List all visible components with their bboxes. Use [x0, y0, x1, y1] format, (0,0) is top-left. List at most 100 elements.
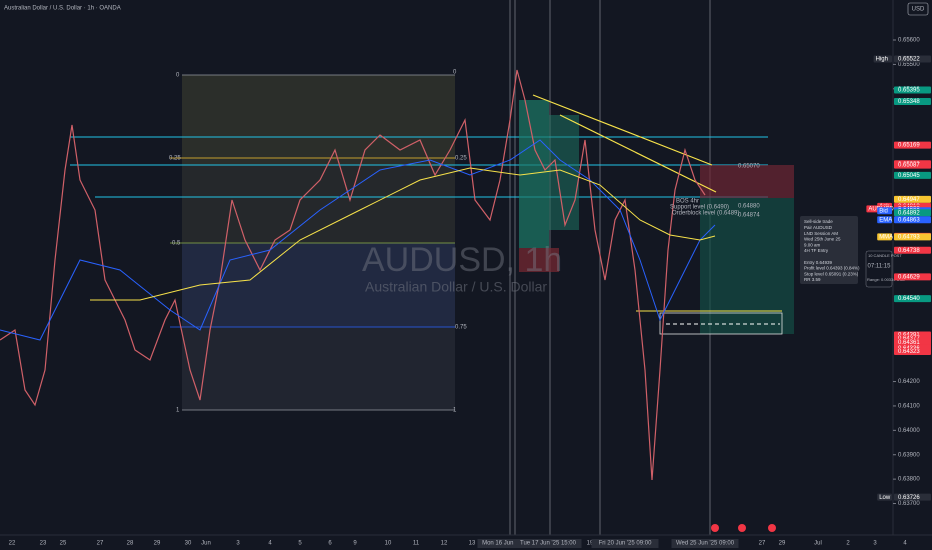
- price-tag-label: 0.65045: [898, 173, 920, 179]
- time-tick-label: 3: [873, 541, 877, 547]
- fib-label: 0.75: [455, 325, 467, 331]
- price-tick-label: 0.63700: [898, 501, 920, 507]
- price-tag-label: 0.64738: [898, 248, 920, 254]
- target-box: [659, 312, 783, 335]
- trade-note-line: Wed 25th June 25: [804, 237, 841, 242]
- price-tag: [894, 338, 931, 346]
- time-tick-label: 3: [236, 541, 240, 547]
- time-tick-label: 27: [759, 541, 766, 547]
- price-tag: [894, 348, 931, 356]
- time-tick-label: 29: [779, 541, 786, 547]
- time-highlight: [514, 539, 582, 548]
- stop-zone: [700, 165, 794, 198]
- time-tick-label: 12: [441, 541, 448, 547]
- time-tick-label: 9: [353, 541, 357, 547]
- fib-zone: [182, 75, 455, 165]
- annotation: 0.65070: [738, 164, 760, 170]
- annotation: Orderblock level (0.6489): [672, 211, 739, 217]
- time-tick-label: 19: [587, 541, 594, 547]
- currency: USD: [912, 7, 925, 13]
- time-tick-label: 5: [298, 541, 302, 547]
- price-tag-label: 0.64892: [898, 210, 920, 216]
- header-title: Australian Dollar / U.S. Dollar · 1h · O…: [4, 6, 121, 12]
- price-tag-label: 0.64323: [898, 349, 920, 355]
- side-tag-label: Bid: [879, 208, 888, 214]
- countdown-time: 07:11:15: [868, 264, 892, 270]
- countdown-title: 10 CANDLE POST: [868, 253, 902, 258]
- trendline: [559, 114, 717, 193]
- time-tick-label: Jun: [201, 541, 211, 547]
- fib-label: 0.25: [455, 156, 467, 162]
- trade-note-line: Pair AUDUSD: [804, 225, 833, 230]
- trade-note-line: Stop level 0.65091 (0.23%): [804, 271, 859, 276]
- price-tag: [894, 171, 931, 179]
- time-tick-label: 28: [127, 541, 134, 547]
- price-tag-label: 0.64361: [898, 340, 920, 346]
- annotation: 0.64874: [738, 213, 760, 219]
- price-tag: [894, 246, 931, 254]
- price-tick-label: 0.65500: [898, 62, 920, 68]
- price-tick-label: 0.64200: [898, 379, 920, 385]
- time-tick-label: 10: [385, 541, 392, 547]
- price-tick-label: 0.63800: [898, 477, 920, 483]
- price-tag: [894, 195, 931, 203]
- long-zone: [549, 115, 579, 230]
- time-tick-label: 6: [328, 541, 332, 547]
- trendline: [532, 94, 713, 166]
- side-tag-label: EMA: [879, 217, 892, 223]
- price-tag: [894, 55, 931, 63]
- price-tick-label: 0.64100: [898, 404, 920, 410]
- price-tag-label: 0.64793: [898, 234, 920, 240]
- trade-note-line: 4H TF Entry: [804, 248, 829, 253]
- price-tag-label: 0.65395: [898, 88, 920, 94]
- currency-button[interactable]: [907, 2, 929, 16]
- trade-note-line: LND Session AM: [804, 231, 838, 236]
- alert-icons[interactable]: [711, 524, 776, 532]
- price-tick-label: 0.63900: [898, 452, 920, 458]
- price-tag: [894, 86, 931, 94]
- trade-note-line: 9.00 am: [804, 242, 821, 247]
- side-tag: [877, 233, 892, 241]
- price-tag: [894, 233, 931, 241]
- short-zone: [519, 248, 559, 272]
- price-tag-label: 0.65087: [898, 163, 920, 169]
- annotation: 0.64880: [738, 204, 760, 210]
- price-tag: [894, 97, 931, 105]
- annotation: Support level (0.6490): [670, 205, 729, 211]
- price-tick-label: 0.64000: [898, 428, 920, 434]
- price-tag-label: 0.65522: [898, 57, 920, 63]
- time-highlight: [591, 539, 659, 548]
- price-trace: [0, 69, 706, 481]
- time-tick-label: 4: [268, 541, 272, 547]
- price-tag-label: 0.64540: [898, 296, 920, 302]
- time-tick-label: Mon 16 Jun '25 0: [482, 541, 529, 547]
- trade-note-line: RR 3.59: [804, 277, 821, 282]
- time-tick-label: Fri 20 Jun '25 09:00: [599, 541, 653, 547]
- time-tick-label: 22: [9, 541, 16, 547]
- long-zone: [519, 100, 549, 248]
- price-tag: [894, 161, 931, 169]
- price-tag: [894, 273, 931, 281]
- time-tick-label: 29: [154, 541, 161, 547]
- trade-note-line: Sell-side trade: [804, 219, 833, 224]
- time-highlight: [671, 539, 739, 548]
- side-tag: [877, 216, 892, 224]
- mma: [90, 167, 716, 301]
- trade-note-line: Profit level 0.64393 (0.84%): [804, 266, 860, 271]
- fib-zone: [182, 243, 455, 327]
- side-tag: [877, 493, 892, 501]
- levels: [70, 136, 768, 198]
- time-tick-label: 27: [97, 541, 104, 547]
- fib-label: 0.25: [169, 156, 181, 162]
- price-tag-label: 0.64863: [898, 217, 920, 223]
- fib-label: 0.5: [172, 241, 181, 247]
- price-tick-label: 0.65600: [898, 38, 920, 44]
- time-tick-label: 23: [40, 541, 47, 547]
- watermark-symbol: AUDUSD, 1h: [362, 241, 562, 279]
- fib-label: 1: [453, 408, 457, 414]
- price-tag: [894, 209, 931, 217]
- price-tag-label: 0.63726: [898, 495, 920, 501]
- trade-note-line: Entry 0.64939: [804, 260, 833, 265]
